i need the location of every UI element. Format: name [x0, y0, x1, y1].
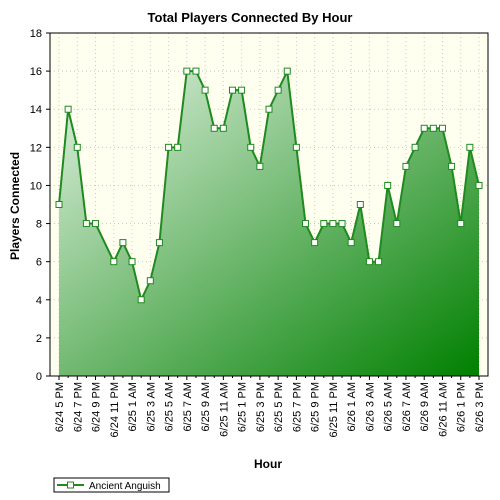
- data-point: [256, 162, 264, 170]
- data-point: [302, 220, 310, 228]
- x-tick-label: 6/25 11 PM: [328, 382, 340, 437]
- y-tick-label: 8: [36, 219, 42, 231]
- data-point: [347, 239, 355, 247]
- x-tick-label: 6/26 5 AM: [383, 382, 395, 432]
- data-point: [457, 220, 465, 228]
- y-tick-label: 14: [30, 104, 42, 116]
- legend-swatch-marker: [67, 481, 74, 489]
- y-tick-label: 4: [36, 295, 42, 307]
- data-point: [320, 220, 328, 228]
- data-point: [375, 258, 383, 266]
- data-point: [73, 143, 81, 151]
- x-tick-label: 6/24 7 PM: [72, 382, 84, 432]
- data-point: [402, 162, 410, 170]
- y-axis: 0 2 4 6 8 10 12 14 16 18: [30, 28, 50, 383]
- data-point: [329, 220, 337, 228]
- data-point: [110, 258, 118, 266]
- data-point: [274, 86, 282, 94]
- x-tick-label: 6/25 7 AM: [182, 382, 194, 432]
- x-tick-label: 6/26 11 AM: [437, 382, 449, 437]
- series-line-path: [58, 67, 480, 303]
- x-axis: 6/24 5 PM 6/24 7 PM 6/24 9 PM 6/24 11 PM 6/2…: [54, 376, 486, 437]
- data-point: [210, 124, 218, 132]
- legend: Ancient Anguish: [53, 477, 170, 493]
- y-tick-label: 6: [36, 257, 42, 269]
- series-area: [59, 71, 479, 376]
- x-tick-label: 6/24 11 PM: [109, 382, 121, 437]
- data-point: [411, 143, 419, 151]
- x-tick-label: 6/25 11 AM: [218, 382, 230, 437]
- x-tick-label: 6/25 1 AM: [127, 382, 139, 432]
- x-tick-label: 6/26 1 PM: [456, 382, 468, 432]
- x-tick-label: 6/25 9 AM: [200, 382, 212, 432]
- y-tick-label: 2: [36, 333, 42, 345]
- x-axis-title: Hour: [254, 457, 282, 471]
- data-point: [146, 277, 154, 285]
- data-point: [292, 143, 300, 151]
- data-point: [393, 220, 401, 228]
- data-point: [92, 220, 100, 228]
- y-axis-title: Players Connected: [8, 152, 22, 260]
- data-point: [82, 220, 90, 228]
- x-tick-label: 6/25 9 PM: [310, 382, 322, 432]
- y-tick-label: 16: [30, 66, 42, 78]
- data-point: [283, 67, 291, 75]
- data-point: [228, 86, 236, 94]
- x-tick-label: 6/26 3 AM: [364, 382, 376, 432]
- x-tick-label: 6/26 9 AM: [419, 382, 431, 432]
- data-point: [429, 124, 437, 132]
- data-point: [265, 105, 273, 113]
- data-point: [448, 162, 456, 170]
- data-point: [384, 181, 392, 189]
- data-point: [174, 143, 182, 151]
- data-point: [183, 67, 191, 75]
- data-point: [438, 124, 446, 132]
- data-point: [247, 143, 255, 151]
- legend-label: Ancient Anguish: [89, 481, 161, 492]
- data-point: [311, 239, 319, 247]
- x-tick-label: 6/24 9 PM: [91, 382, 103, 432]
- data-point: [201, 86, 209, 94]
- data-point: [55, 201, 63, 208]
- x-tick-label: 6/25 3 AM: [145, 382, 157, 432]
- x-tick-label: 6/25 5 AM: [164, 382, 176, 432]
- x-tick-label: 6/26 3 PM: [474, 382, 486, 432]
- data-point: [356, 201, 364, 208]
- data-point: [219, 124, 227, 132]
- x-tick-label: 6/25 5 PM: [273, 382, 285, 432]
- series-area-fill: [59, 71, 479, 376]
- data-point: [238, 86, 246, 94]
- x-tick-label: 6/26 1 AM: [346, 382, 358, 432]
- data-point: [338, 220, 346, 228]
- y-tick-label: 10: [30, 180, 42, 192]
- series-line: [58, 67, 480, 303]
- data-point: [475, 181, 483, 189]
- x-tick-label: 6/24 5 PM: [54, 382, 66, 432]
- data-point: [64, 105, 72, 113]
- data-point: [420, 124, 428, 132]
- data-point: [192, 67, 200, 75]
- x-tick-label: 6/26 7 AM: [401, 382, 413, 432]
- data-point: [365, 258, 373, 266]
- y-tick-label: 12: [30, 142, 42, 154]
- data-point: [137, 296, 145, 304]
- legend-box: [53, 477, 170, 493]
- chart-title: Total Players Connected By Hour: [148, 10, 353, 25]
- data-point: [128, 258, 136, 266]
- data-point: [119, 239, 127, 247]
- data-point: [155, 239, 163, 247]
- y-tick-label: 18: [30, 28, 42, 40]
- data-point: [466, 143, 474, 151]
- y-tick-label: 0: [36, 371, 42, 383]
- x-tick-label: 6/25 7 PM: [291, 382, 303, 432]
- x-tick-label: 6/25 3 PM: [255, 382, 267, 432]
- series-markers: [55, 67, 483, 304]
- x-tick-label: 6/25 1 PM: [237, 382, 249, 432]
- data-point: [165, 143, 173, 151]
